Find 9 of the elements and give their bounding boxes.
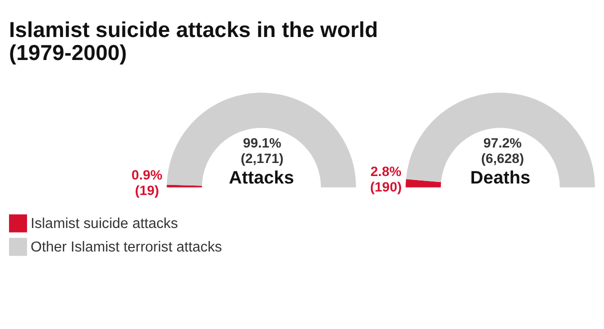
legend-label: Other Islamist terrorist attacks <box>30 239 222 256</box>
text: Deaths <box>470 168 530 188</box>
text: Attacks <box>228 168 294 188</box>
data-label: 2.8% (190) <box>370 164 402 194</box>
legend-label: Islamist suicide attacks <box>30 216 178 232</box>
text: Islamist suicide attacks in the world (1979-2000) <box>9 16 378 66</box>
data-label: 97.2% (6,628) <box>481 136 524 166</box>
data-label: 0.9% (19) <box>132 167 162 198</box>
data-label: 99.1% (2,171) <box>240 136 284 166</box>
